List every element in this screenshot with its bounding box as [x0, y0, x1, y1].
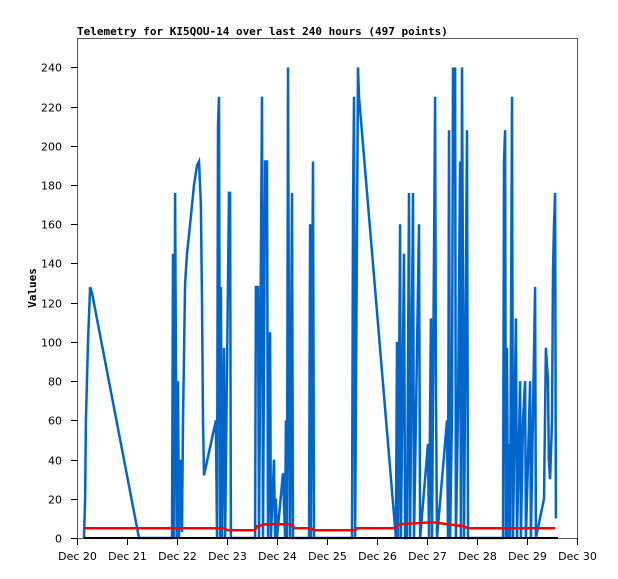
chart-title: Telemetry for KI5QOU-14 over last 240 ho… — [77, 25, 448, 38]
y-tick-label: 60 — [48, 415, 62, 428]
y-tick-label: 200 — [41, 141, 62, 154]
y-tick-label: 160 — [41, 219, 62, 232]
y-axis: 0 20 40 60 80 100 120 140 160 180 200 220 240 — [41, 62, 78, 546]
y-tick-label: 140 — [41, 258, 62, 271]
x-tick-label: Dec 30 — [558, 550, 597, 563]
series-group — [82, 67, 558, 540]
y-tick-label: 40 — [48, 455, 62, 468]
y-tick-label: 100 — [41, 337, 62, 350]
x-tick-label: Dec 27 — [408, 550, 447, 563]
series-blue-line — [82, 67, 558, 540]
y-axis-label: Values — [26, 268, 39, 308]
y-tick-label: 80 — [48, 376, 62, 389]
x-tick-label: Dec 23 — [208, 550, 247, 563]
y-tick-label: 20 — [48, 494, 62, 507]
y-tick-label: 240 — [41, 62, 62, 75]
x-tick-label: Dec 20 — [58, 550, 97, 563]
y-tick-label: 220 — [41, 102, 62, 115]
x-tick-label: Dec 25 — [308, 550, 347, 563]
x-tick-label: Dec 22 — [158, 550, 197, 563]
x-tick-label: Dec 24 — [258, 550, 297, 563]
y-tick-label: 0 — [55, 533, 62, 546]
x-tick-label: Dec 21 — [108, 550, 147, 563]
series-red-line — [84, 521, 556, 532]
y-tick-label: 180 — [41, 180, 62, 193]
x-tick-label: Dec 26 — [358, 550, 397, 563]
y-tick-label: 120 — [41, 298, 62, 311]
x-axis: Dec 20 Dec 21 Dec 22 Dec 23 Dec 24 Dec 25 Dec … — [58, 538, 597, 563]
x-tick-label: Dec 29 — [508, 550, 547, 563]
x-tick-label: Dec 28 — [458, 550, 497, 563]
